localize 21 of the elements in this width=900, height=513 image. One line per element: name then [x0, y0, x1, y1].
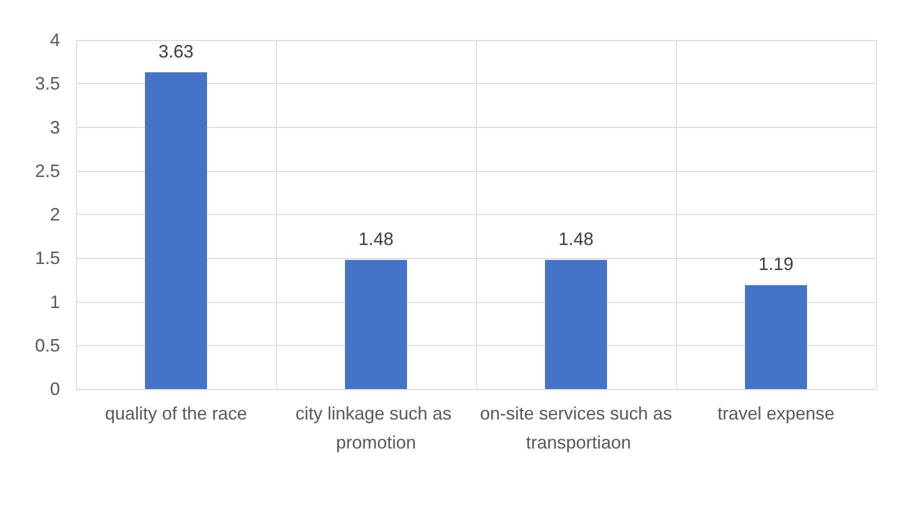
data-label: 3.63: [158, 41, 194, 62]
bar: [345, 260, 407, 389]
bar: [545, 260, 607, 389]
bar: [745, 285, 807, 389]
data-label: 1.48: [558, 228, 594, 249]
y-tick-label: 3: [50, 117, 60, 138]
data-label: 1.48: [358, 228, 394, 249]
y-tick-label: 1: [50, 292, 60, 312]
y-tick-label: 2.5: [34, 160, 60, 181]
y-tick-label: 4: [50, 30, 60, 50]
y-tick-label: 1.5: [34, 248, 60, 268]
x-tick-label: city linkage such as promotion: [295, 404, 457, 452]
bar: [145, 72, 207, 389]
x-tick-label: quality of the race: [104, 404, 248, 424]
y-tick-label: 0: [50, 379, 60, 399]
y-tick-label: 0.5: [34, 335, 60, 356]
y-tick-label: 2: [50, 204, 60, 224]
x-tick-label: on-site services such as transportiaon: [480, 404, 672, 452]
x-tick-label: travel expense: [717, 404, 835, 424]
data-label: 1.19: [758, 254, 794, 274]
y-tick-label: 3.5: [34, 74, 60, 94]
